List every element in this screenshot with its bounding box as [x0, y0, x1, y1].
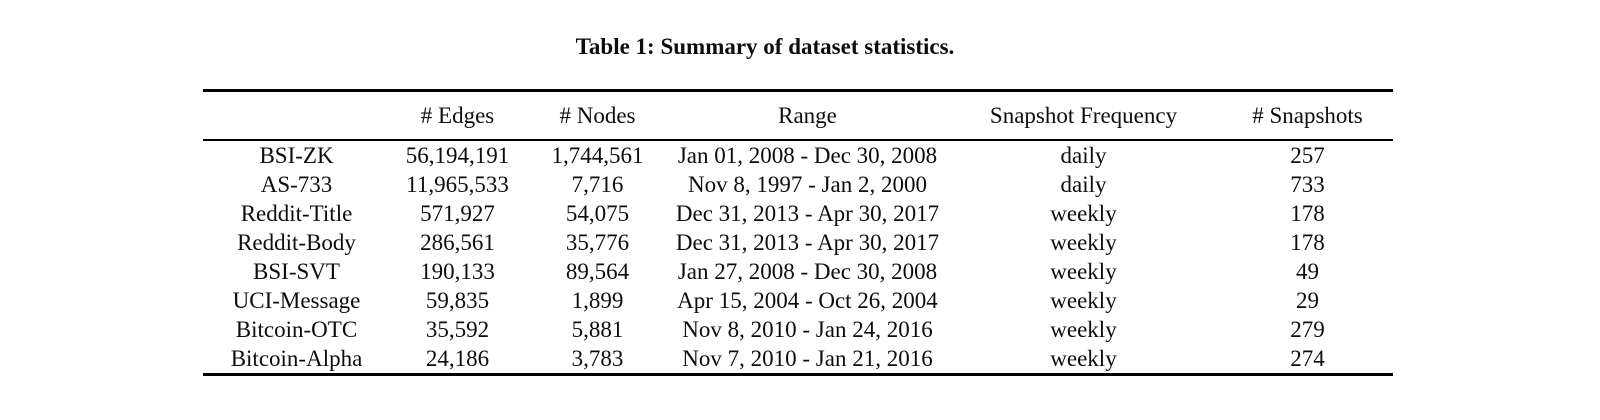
header-cell-range: Range: [670, 90, 945, 141]
edges-cell: 286,561: [420, 230, 495, 255]
nodes-cell: 3,783: [571, 346, 624, 371]
snapshots-cell: 49: [1296, 259, 1319, 284]
range-cell: Nov 7, 2010 - Jan 21, 2016: [682, 346, 933, 371]
frequency-cell: weekly: [1050, 259, 1117, 284]
snapshots-cell: 178: [1290, 230, 1325, 255]
header-cell-edges: # Edges: [390, 90, 525, 141]
table-row: BSI-ZK 56,194,191 1,744,561 Jan 01, 2008 - …: [203, 140, 1393, 170]
range-cell: Nov 8, 1997 - Jan 2, 2000: [688, 172, 927, 197]
range-cell: Jan 01, 2008 - Dec 30, 2008: [677, 143, 938, 168]
edges-cell: 35,592: [425, 317, 490, 342]
header-row: # Edges # Nodes Range Snapshot Frequency…: [203, 90, 1393, 141]
header-cell-snapshots: # Snapshots: [1222, 90, 1393, 141]
table-row: Bitcoin-OTC 35,592 5,881 Nov 8, 2010 - Jan …: [203, 315, 1393, 344]
range-cell: Jan 27, 2008 - Dec 30, 2008: [677, 259, 938, 284]
header-cell-nodes: # Nodes: [525, 90, 670, 141]
snapshots-cell: 29: [1296, 288, 1319, 313]
snapshots-cell: 257: [1290, 143, 1325, 168]
frequency-cell: daily: [1060, 143, 1107, 168]
frequency-cell: weekly: [1050, 201, 1117, 226]
dataset-name-cell: AS-733: [260, 172, 333, 197]
dataset-statistics-table: # Edges # Nodes Range Snapshot Frequency…: [203, 89, 1393, 376]
nodes-cell: 1,899: [571, 288, 624, 313]
frequency-cell: daily: [1060, 172, 1107, 197]
table-body: BSI-ZK 56,194,191 1,744,561 Jan 01, 2008 - …: [203, 140, 1393, 375]
range-cell: Dec 31, 2013 - Apr 30, 2017: [675, 201, 940, 226]
table-row: BSI-SVT 190,133 89,564 Jan 27, 2008 - Dec 3…: [203, 257, 1393, 286]
snapshots-cell: 279: [1290, 317, 1325, 342]
header-cell-dataset: [203, 90, 390, 141]
nodes-cell: 7,716: [571, 172, 624, 197]
dataset-name-cell: Bitcoin-Alpha: [230, 346, 363, 371]
header-cell-frequency: Snapshot Frequency: [945, 90, 1222, 141]
frequency-cell: weekly: [1050, 317, 1117, 342]
dataset-name-cell: Bitcoin-OTC: [235, 317, 358, 342]
nodes-cell: 1,744,561: [551, 143, 644, 168]
nodes-cell: 89,564: [565, 259, 630, 284]
edges-cell: 56,194,191: [405, 143, 510, 168]
table-header: # Edges # Nodes Range Snapshot Frequency…: [203, 90, 1393, 141]
table-row: AS-733 11,965,533 7,716 Nov 8, 1997 - Jan 2…: [203, 170, 1393, 199]
dataset-name-cell: Reddit-Title: [240, 201, 353, 226]
frequency-cell: weekly: [1050, 230, 1117, 255]
table-caption: Table 1: Summary of dataset statistics.: [575, 34, 955, 59]
nodes-cell: 5,881: [571, 317, 624, 342]
range-cell: Apr 15, 2004 - Oct 26, 2004: [677, 288, 938, 313]
range-cell: Nov 8, 2010 - Jan 24, 2016: [682, 317, 933, 342]
edges-cell: 571,927: [420, 201, 495, 226]
dataset-name-cell: Reddit-Body: [237, 230, 356, 255]
dataset-name-cell: BSI-SVT: [253, 259, 340, 284]
nodes-cell: 54,075: [565, 201, 630, 226]
table-row: Reddit-Title 571,927 54,075 Dec 31, 2013 - …: [203, 199, 1393, 228]
snapshots-cell: 274: [1290, 346, 1325, 371]
range-cell: Dec 31, 2013 - Apr 30, 2017: [675, 230, 940, 255]
edges-cell: 190,133: [420, 259, 495, 284]
frequency-cell: weekly: [1050, 288, 1117, 313]
edges-cell: 59,835: [425, 288, 490, 313]
edges-cell: 24,186: [425, 346, 490, 371]
frequency-cell: weekly: [1050, 346, 1117, 371]
edges-cell: 11,965,533: [406, 172, 509, 197]
dataset-name-cell: BSI-ZK: [259, 143, 334, 168]
dataset-name-cell: UCI-Message: [232, 288, 361, 313]
nodes-cell: 35,776: [565, 230, 630, 255]
table-row: Reddit-Body 286,561 35,776 Dec 31, 2013 - A…: [203, 228, 1393, 257]
snapshots-cell: 178: [1290, 201, 1325, 226]
snapshots-cell: 733: [1290, 172, 1325, 197]
table-row: UCI-Message 59,835 1,899 Apr 15, 2004 - Oct…: [203, 286, 1393, 315]
table-row: Bitcoin-Alpha 24,186 3,783 Nov 7, 2010 - Ja…: [203, 344, 1393, 375]
